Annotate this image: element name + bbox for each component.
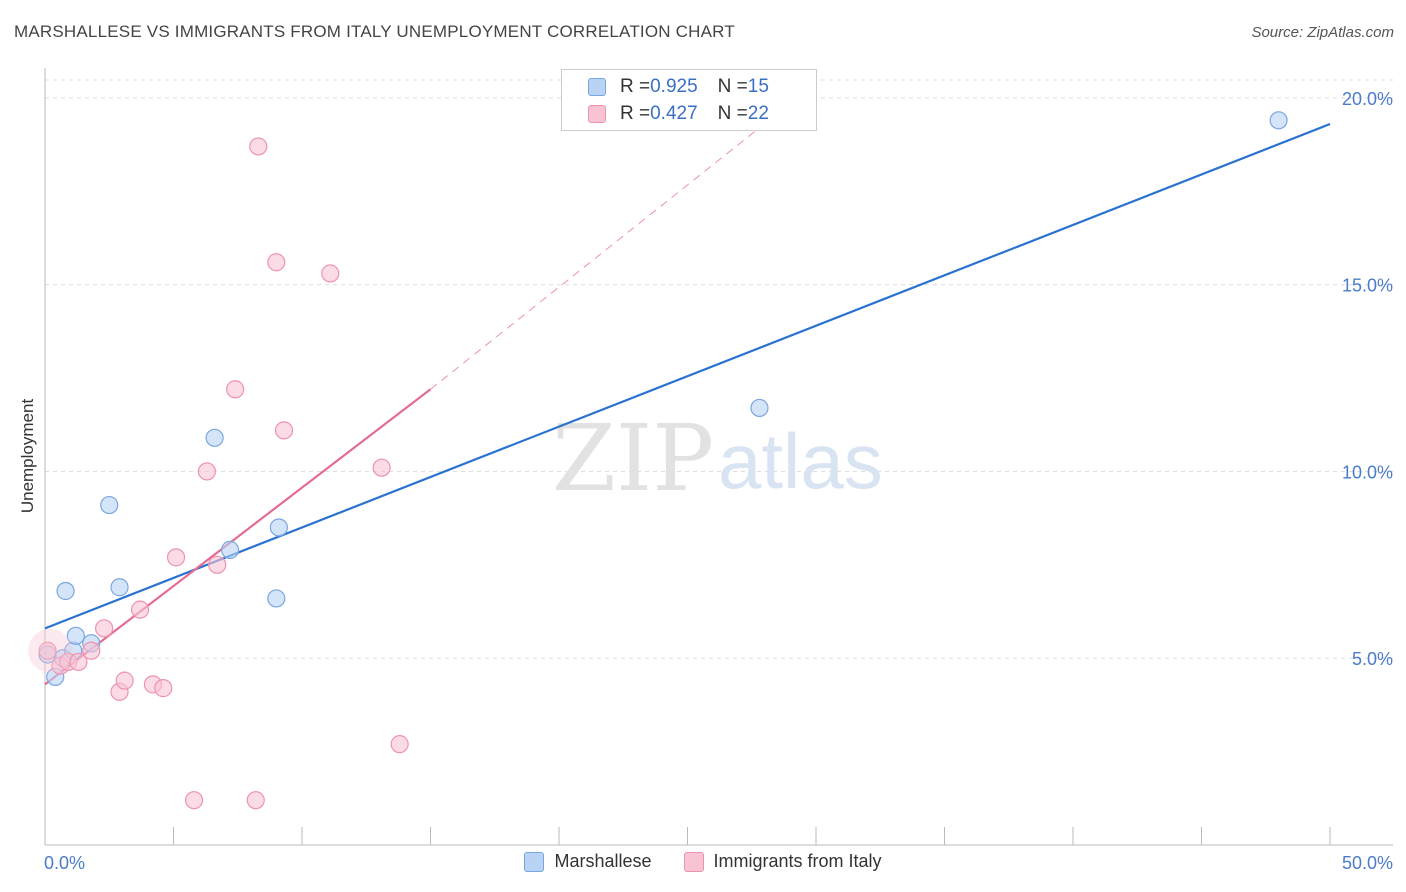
data-point [66,626,85,645]
y-tick-label: 20.0% [1342,89,1393,109]
x-tick-label-min: 0.0% [44,853,85,873]
gridlines [45,79,1393,659]
data-point [249,137,268,156]
n-label: N = [717,76,748,97]
r-label: R = [620,103,651,124]
data-point [115,671,134,690]
r-value: 0.427 [650,103,698,124]
correlation-legend: R = 0.925 N = 15 R = 0.427 N = 22 [561,69,817,131]
data-point [69,652,88,672]
data-point [372,458,391,477]
data-point [82,641,101,660]
data-point [1269,111,1288,130]
data-point [100,495,119,515]
legend-swatch-pink [588,105,606,123]
n-value: 22 [747,103,769,124]
r-label: R = [620,76,651,97]
data-point [184,791,204,810]
x-tick-label-max: 50.0% [1342,853,1393,873]
data-point [321,264,340,283]
legend-item-italy[interactable]: Immigrants from Italy [683,851,882,872]
data-point [166,548,186,567]
watermark-zip: ZIP [552,405,714,512]
data-point [274,421,294,440]
y-tick-label: 15.0% [1342,276,1393,296]
data-point [197,462,217,481]
legend-label: Immigrants from Italy [713,851,882,871]
y-tick-label: 10.0% [1342,462,1393,482]
chart-title: MARSHALLESE VS IMMIGRANTS FROM ITALY UNE… [14,22,735,41]
y-tick-labels: 5.0% 10.0% 15.0% 20.0% [1342,89,1393,669]
data-point [208,555,227,574]
data-points [28,111,1288,810]
source-label: Source: ZipAtlas.com [1251,24,1394,41]
legend-swatch-pink [683,851,704,872]
data-point [110,578,129,597]
watermark: ZIP atlas [552,405,883,512]
n-label: N = [717,103,748,124]
trend-line [44,123,1331,630]
data-point [269,518,288,537]
legend-label: Marshallese [554,851,652,871]
trend-line [44,388,432,686]
watermark-atlas: atlas [718,417,883,505]
data-point [246,791,265,810]
axes [44,68,1393,846]
data-point [750,398,769,418]
series-legend: Marshallese Immigrants from Italy [0,851,1406,872]
trend-extension-line [430,127,760,390]
legend-swatch-blue [588,78,606,96]
data-point [220,540,240,559]
data-point [28,628,73,673]
y-tick-label: 5.0% [1352,649,1393,669]
r-value: 0.925 [650,76,698,97]
data-point [95,619,114,638]
legend-row-marshallese: R = 0.925 N = 15 [588,74,769,100]
data-point [56,581,75,601]
legend-swatch-blue [524,851,545,872]
data-point [130,600,150,619]
n-value: 15 [747,76,769,97]
x-tick-labels: 0.0% 50.0% [44,853,1393,873]
data-point [226,380,245,399]
data-point [267,253,286,272]
data-point [154,679,173,698]
data-point [390,735,409,754]
legend-item-marshallese[interactable]: Marshallese [524,851,652,872]
data-point [267,589,286,608]
data-point [38,641,57,660]
legend-row-italy: R = 0.427 N = 22 [588,101,769,127]
data-point [205,428,224,447]
